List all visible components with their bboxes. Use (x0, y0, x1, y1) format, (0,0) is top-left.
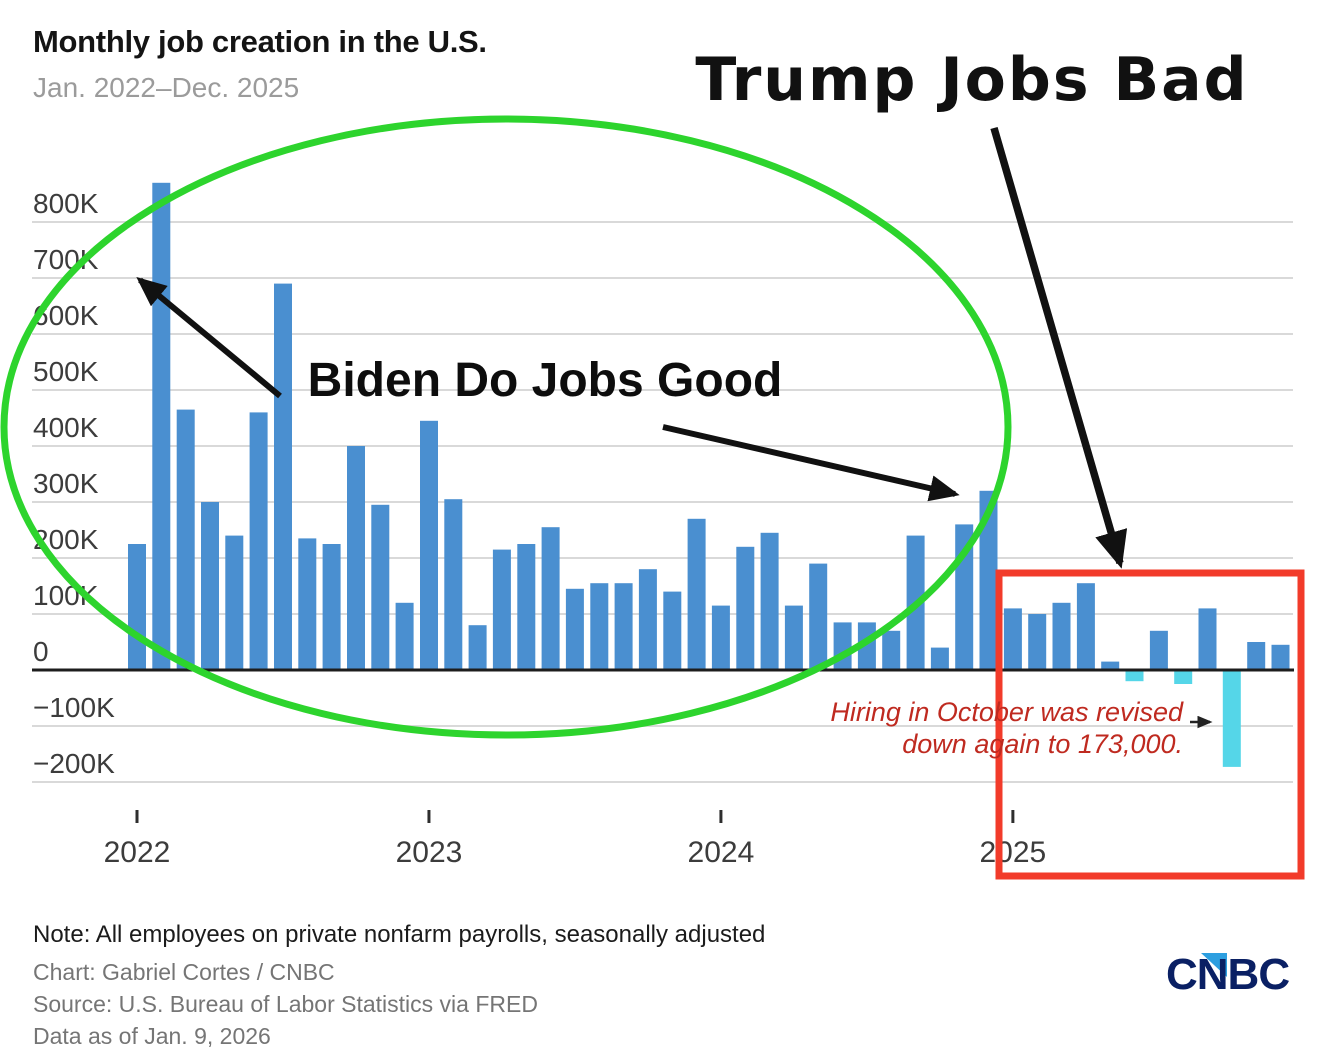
bar-Aug 2023 (590, 583, 609, 670)
bar-Mar 2024 (760, 532, 779, 670)
bar-Dec 2024 (979, 490, 998, 670)
x-axis-label-2024: 2024 (688, 836, 755, 869)
bar-Jul 2023 (565, 588, 584, 670)
bar-Nov 2022 (371, 504, 390, 670)
bar-Jan 2025 (1003, 608, 1022, 670)
bar-Mar 2023 (468, 625, 487, 670)
y-axis-label-500K: 500K (33, 356, 99, 387)
bar-Dec 2023 (687, 518, 706, 670)
y-axis-label-−200K: −200K (33, 748, 115, 779)
bar-Sep 2022 (322, 544, 341, 670)
biden-era-green-circle-annotation (0, 115, 1012, 739)
bar-Apr 2022 (201, 502, 219, 670)
bars (128, 182, 1290, 767)
y-axis-label-−100K: −100K (33, 692, 115, 723)
bar-Dec 2022 (395, 602, 414, 670)
bar-Feb 2023 (444, 499, 463, 670)
chart-credit: Chart: Gabriel Cortes / CNBC (33, 959, 335, 985)
y-axis-label-0: 0 (33, 636, 49, 667)
y-axis-label-800K: 800K (33, 188, 99, 219)
bar-Jan 2024 (711, 605, 730, 670)
bar-Jul 2025 (1149, 630, 1168, 670)
bar-May 2025 (1101, 661, 1120, 670)
cnbc-logo-text: CNBC (1166, 950, 1290, 999)
trump-era-red-box-annotation (995, 569, 1305, 880)
bar-Apr 2024 (784, 605, 803, 670)
x-axis-label-2025: 2025 (980, 836, 1047, 869)
bar-Sep 2023 (614, 583, 633, 670)
bar-Oct 2024 (930, 647, 949, 670)
bar-Dec 2025 (1271, 644, 1290, 670)
jobs-bar-chart: 800K700K600K500K400K300K200K100K0−100K−2… (0, 45, 1305, 880)
biden-annotation-label: Biden Do Jobs Good (308, 354, 783, 407)
biden-arrow-right (662, 424, 960, 502)
page-subtitle: Jan. 2022–Dec. 2025 (33, 72, 300, 103)
bar-Aug 2024 (882, 630, 901, 670)
page-title: Monthly job creation in the U.S. (33, 24, 487, 59)
bar-Feb 2025 (1028, 614, 1047, 670)
bar-Nov 2025 (1247, 642, 1266, 670)
data-as-of: Data as of Jan. 9, 2026 (33, 1023, 271, 1049)
bar-Jun 2025 (1125, 670, 1144, 682)
bar-Sep 2025 (1198, 608, 1217, 670)
bar-Jul 2022 (274, 283, 292, 670)
bar-Jun 2023 (541, 527, 560, 670)
bar-Mar 2025 (1052, 602, 1071, 670)
bar-Oct 2022 (347, 446, 365, 670)
bar-Mar 2022 (176, 409, 195, 670)
bar-Jun 2022 (249, 412, 268, 670)
bar-Aug 2022 (298, 538, 317, 670)
y-axis-label-300K: 300K (33, 468, 99, 499)
chart-note: Note: All employees on private nonfarm p… (33, 921, 766, 948)
bar-Apr 2025 (1076, 583, 1095, 670)
bar-May 2022 (225, 535, 244, 670)
trump-arrow (990, 126, 1128, 569)
y-axis-labels: 800K700K600K500K400K300K200K100K0−100K−2… (33, 188, 115, 779)
bar-Feb 2022 (152, 182, 171, 671)
cnbc-logo: CNBC (1166, 950, 1316, 1002)
y-axis-label-400K: 400K (33, 412, 99, 443)
revision-note-line2: down again to 173,000. (902, 729, 1183, 759)
x-axis-labels: 2022 2023 2024 2025 (104, 836, 1047, 869)
bar-Aug 2025 (1174, 670, 1193, 684)
bar-May 2023 (517, 544, 536, 670)
bar-Apr 2023 (492, 549, 511, 670)
bar-Feb 2024 (736, 546, 755, 670)
trump-annotation-label: Trump Jobs Bad (695, 45, 1248, 115)
x-axis-label-2023: 2023 (396, 836, 463, 869)
bar-Nov 2023 (663, 591, 682, 670)
x-axis-label-2022: 2022 (104, 836, 171, 869)
x-axis (32, 668, 1294, 823)
bar-Jan 2022 (128, 544, 146, 670)
bar-May 2024 (809, 563, 828, 670)
biden-arrow-left (136, 276, 282, 399)
revision-note-line1: Hiring in October was revised (830, 697, 1184, 727)
bar-Oct 2025 (1222, 670, 1241, 767)
bar-Oct 2023 (638, 569, 657, 670)
bar-Jan 2023 (420, 420, 438, 670)
chart-source: Source: U.S. Bureau of Labor Statistics … (33, 991, 538, 1017)
